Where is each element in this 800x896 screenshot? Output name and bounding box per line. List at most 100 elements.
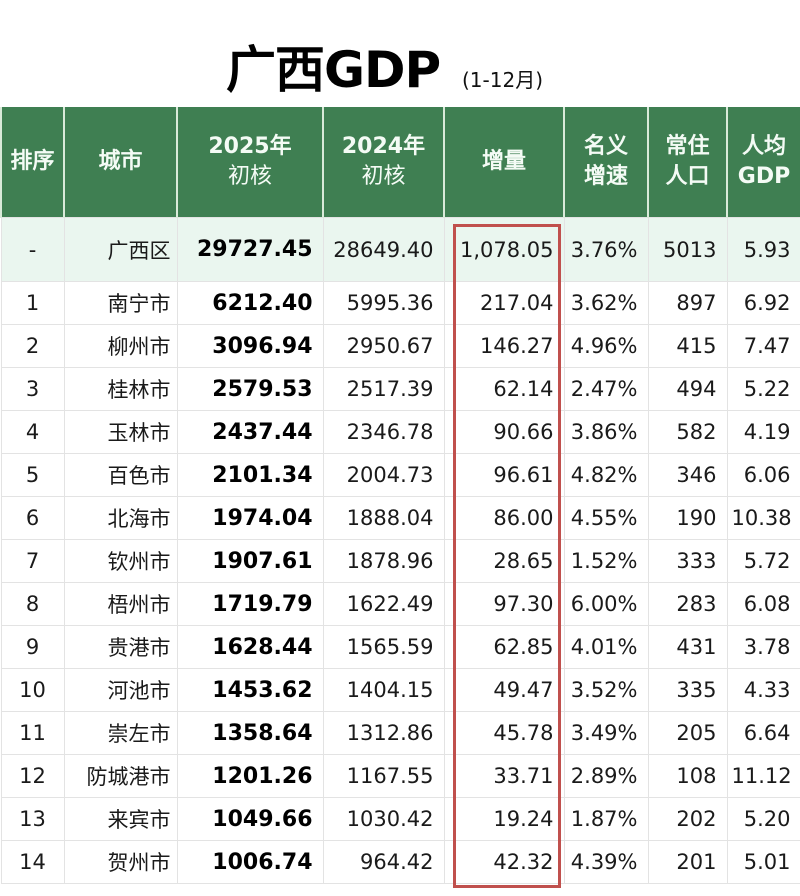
population-cell: 5013 [647, 217, 728, 282]
header-label: 2025年 [208, 134, 292, 159]
gdp-2025-cell: 3096.94 [176, 324, 324, 368]
growth-cell: 4.55% [563, 496, 649, 540]
gdp-2024-cell: 1622.49 [322, 582, 445, 626]
gdp-2025-cell: 1201.26 [176, 754, 324, 798]
increase-cell: 1,078.05 [443, 217, 565, 282]
population-cell: 494 [647, 367, 728, 411]
increase-cell: 146.27 [443, 324, 565, 368]
header-gdp-2025: 2025年初核 [176, 107, 324, 218]
per-capita-cell: 6.92 [726, 281, 800, 325]
population-cell: 205 [647, 711, 728, 755]
city-cell: 柳州市 [63, 324, 178, 368]
table-row: 8 梧州市 1719.79 1622.49 97.30 6.00% 283 6.08 [0, 582, 800, 626]
gdp-2024-cell: 2950.67 [322, 324, 445, 368]
region-total-row: - 广西区 29727.45 28649.40 1,078.05 3.76% 5013 5.9… [0, 217, 800, 282]
increase-cell: 42.32 [443, 840, 565, 884]
table-row: 5 百色市 2101.34 2004.73 96.61 4.82% 346 6.06 [0, 453, 800, 497]
per-capita-cell: 5.20 [726, 797, 800, 841]
city-cell: 崇左市 [63, 711, 178, 755]
rank-cell: 9 [0, 625, 65, 669]
gdp-2025-cell: 1628.44 [176, 625, 324, 669]
header-population: 常住 人口 [647, 107, 728, 218]
table-row: 3 桂林市 2579.53 2517.39 62.14 2.47% 494 5.22 [0, 367, 800, 411]
increase-cell: 62.85 [443, 625, 565, 669]
gdp-2025-cell: 1907.61 [176, 539, 324, 583]
per-capita-cell: 5.93 [726, 217, 800, 282]
table-row: 14 贺州市 1006.74 964.42 42.32 4.39% 201 5.01 [0, 840, 800, 884]
per-capita-cell: 6.64 [726, 711, 800, 755]
rank-cell: 13 [0, 797, 65, 841]
increase-cell: 86.00 [443, 496, 565, 540]
rank-cell: 4 [0, 410, 65, 454]
per-capita-cell: 7.47 [726, 324, 800, 368]
table-row: 10 河池市 1453.62 1404.15 49.47 3.52% 335 4.33 [0, 668, 800, 712]
header-sublabel: 增速 [583, 164, 628, 189]
increase-cell: 49.47 [443, 668, 565, 712]
population-cell: 283 [647, 582, 728, 626]
city-cell: 广西区 [63, 217, 178, 282]
growth-cell: 3.86% [563, 410, 649, 454]
gdp-2024-cell: 2517.39 [322, 367, 445, 411]
gdp-2024-cell: 1565.59 [322, 625, 445, 669]
rank-cell: 6 [0, 496, 65, 540]
header-rank: 排序 [0, 107, 65, 218]
city-cell: 南宁市 [63, 281, 178, 325]
growth-cell: 4.39% [563, 840, 649, 884]
gdp-2024-cell: 1878.96 [322, 539, 445, 583]
increase-cell: 45.78 [443, 711, 565, 755]
gdp-2024-cell: 1312.86 [322, 711, 445, 755]
header-label: 2024年 [341, 134, 426, 159]
increase-cell: 96.61 [443, 453, 565, 497]
table-row: 13 来宾市 1049.66 1030.42 19.24 1.87% 202 5.20 [0, 797, 800, 841]
increase-cell: 90.66 [443, 410, 565, 454]
city-cell: 贺州市 [63, 840, 178, 884]
increase-cell: 217.04 [443, 281, 565, 325]
gdp-2025-cell: 1453.62 [176, 668, 324, 712]
header-per-capita: 人均 GDP [726, 107, 800, 218]
city-cell: 北海市 [63, 496, 178, 540]
per-capita-cell: 5.22 [726, 367, 800, 411]
gdp-2024-cell: 2346.78 [322, 410, 445, 454]
header-sublabel: 初核 [361, 164, 406, 189]
increase-cell: 97.30 [443, 582, 565, 626]
gdp-2025-cell: 1719.79 [176, 582, 324, 626]
population-cell: 335 [647, 668, 728, 712]
table-row: 7 钦州市 1907.61 1878.96 28.65 1.52% 333 5.72 [0, 539, 800, 583]
header-sublabel: GDP [737, 164, 791, 189]
population-cell: 431 [647, 625, 728, 669]
growth-cell: 3.62% [563, 281, 649, 325]
rank-cell: 5 [0, 453, 65, 497]
population-cell: 190 [647, 496, 728, 540]
increase-cell: 33.71 [443, 754, 565, 798]
growth-cell: 3.52% [563, 668, 649, 712]
population-cell: 897 [647, 281, 728, 325]
population-cell: 202 [647, 797, 728, 841]
per-capita-cell: 6.06 [726, 453, 800, 497]
header-label: 名义 [583, 134, 628, 159]
growth-cell: 4.96% [563, 324, 649, 368]
table-row: 1 南宁市 6212.40 5995.36 217.04 3.62% 897 6.92 [0, 281, 800, 325]
header-sublabel: 初核 [227, 164, 272, 189]
per-capita-cell: 4.19 [726, 410, 800, 454]
growth-cell: 4.01% [563, 625, 649, 669]
city-cell: 来宾市 [63, 797, 178, 841]
growth-cell: 2.89% [563, 754, 649, 798]
growth-cell: 3.76% [563, 217, 649, 282]
per-capita-cell: 6.08 [726, 582, 800, 626]
rank-cell: - [0, 217, 65, 282]
rank-cell: 8 [0, 582, 65, 626]
rank-cell: 1 [0, 281, 65, 325]
city-cell: 防城港市 [63, 754, 178, 798]
growth-cell: 6.00% [563, 582, 649, 626]
rank-cell: 10 [0, 668, 65, 712]
increase-cell: 28.65 [443, 539, 565, 583]
city-cell: 河池市 [63, 668, 178, 712]
header-growth: 名义 增速 [563, 107, 649, 218]
header-sublabel: 人口 [665, 164, 710, 189]
gdp-2024-cell: 1030.42 [322, 797, 445, 841]
gdp-2024-cell: 1404.15 [322, 668, 445, 712]
gdp-2025-cell: 1006.74 [176, 840, 324, 884]
per-capita-cell: 3.78 [726, 625, 800, 669]
table-row: 6 北海市 1974.04 1888.04 86.00 4.55% 190 10.38 [0, 496, 800, 540]
gdp-table: 排序 城市 2025年 初核 2024年 初核 增量 名义 增速 常住 人口 人均 GDP… [0, 107, 800, 884]
